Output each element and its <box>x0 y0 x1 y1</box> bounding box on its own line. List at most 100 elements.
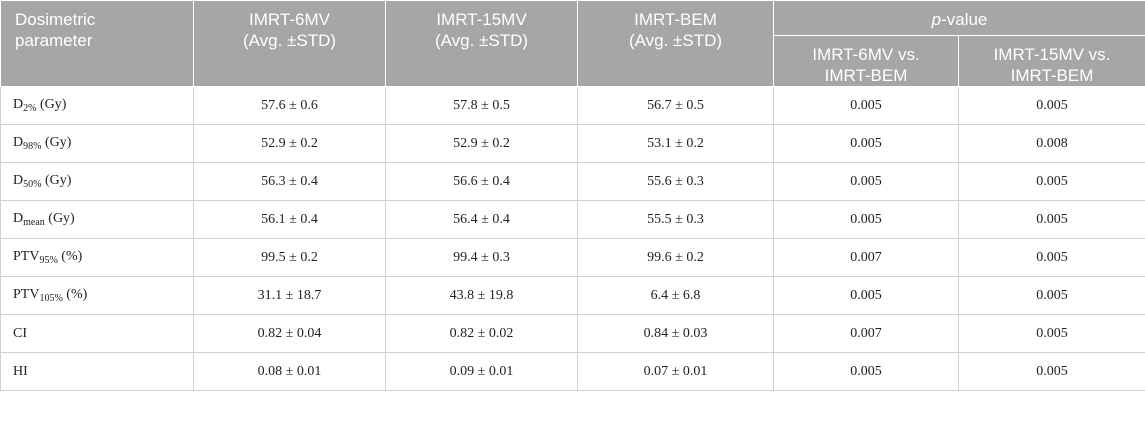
row-label: HI <box>0 352 194 391</box>
table-cell: 57.6 ± 0.6 <box>193 86 386 125</box>
table-row: HI 0.08 ± 0.01 0.09 ± 0.01 0.07 ± 0.01 0.005… <box>0 352 1145 391</box>
label-unit: (%) <box>66 287 88 302</box>
header-row: IMRT-6MV vs. IMRT-BEM IMRT-15MV vs. IMRT-BE… <box>1 35 1145 87</box>
label-base: CI <box>13 325 27 341</box>
table-cell: 0.07 ± 0.01 <box>577 352 774 391</box>
row-label: PTV95% (%) <box>0 238 194 277</box>
table-row: CI 0.82 ± 0.04 0.82 ± 0.02 0.84 ± 0.03 0.007… <box>0 314 1145 353</box>
table-cell: 52.9 ± 0.2 <box>193 124 386 163</box>
row-label: D98% (Gy) <box>0 124 194 163</box>
label-unit: (Gy) <box>44 135 72 150</box>
label-sub: 95% <box>39 255 58 266</box>
table-cell: 56.1 ± 0.4 <box>193 200 386 239</box>
header-line: (Avg. ±STD) <box>628 31 723 50</box>
header-cell: IMRT-6MV vs. IMRT-BEM <box>773 35 959 87</box>
label-sub: 50% <box>23 179 42 190</box>
header-row: Dosimetric parameter IMRT-6MV (Avg. ±STD) IM… <box>0 0 1145 87</box>
header-cell: IMRT-15MV vs. IMRT-BEM <box>958 35 1145 87</box>
table-cell: 0.007 <box>773 238 959 277</box>
table-cell: 0.008 <box>958 124 1145 163</box>
table: Dosimetric parameter IMRT-6MV (Avg. ±STD) IM… <box>0 0 1145 391</box>
table-cell: 0.005 <box>958 238 1145 277</box>
table-cell: 99.5 ± 0.2 <box>193 238 386 277</box>
header-cell: IMRT-6MV (Avg. ±STD) <box>193 0 386 87</box>
label-sub: mean <box>23 217 45 228</box>
header-line: IMRT-15MV <box>436 10 527 29</box>
table-cell: 99.6 ± 0.2 <box>577 238 774 277</box>
label-base: PTV <box>13 249 40 264</box>
label-base: PTV <box>13 287 40 302</box>
table-row: Dmean (Gy) 56.1 ± 0.4 56.4 ± 0.4 55.5 ± 0.3… <box>0 200 1145 239</box>
table-cell: 0.005 <box>958 352 1145 391</box>
row-label: D2% (Gy) <box>0 86 194 125</box>
table-cell: 99.4 ± 0.3 <box>385 238 578 277</box>
table-cell: 56.3 ± 0.4 <box>193 162 386 201</box>
header-cell: p-value <box>773 0 1145 36</box>
label-base: HI <box>13 363 28 379</box>
label-base: D <box>13 135 24 150</box>
table-cell: 0.007 <box>773 314 959 353</box>
label-base: D <box>13 211 24 226</box>
header-line: IMRT-BEM <box>824 66 908 85</box>
table-cell: 0.005 <box>773 200 959 239</box>
header-line: (Avg. ±STD) <box>434 31 529 50</box>
table-cell: 0.005 <box>958 276 1145 315</box>
label-unit: (Gy) <box>39 97 67 112</box>
header-line: IMRT-6MV vs. <box>812 45 920 64</box>
header-line: IMRT-6MV <box>249 10 330 29</box>
row-label: D50% (Gy) <box>0 162 194 201</box>
label-base: D <box>13 173 24 188</box>
table-cell: 0.005 <box>773 276 959 315</box>
header-cell: IMRT-BEM (Avg. ±STD) <box>577 0 774 87</box>
table-cell: 43.8 ± 19.8 <box>385 276 578 315</box>
table-cell: 56.4 ± 0.4 <box>385 200 578 239</box>
table-cell: 55.5 ± 0.3 <box>577 200 774 239</box>
row-label: CI <box>0 314 194 353</box>
table-cell: 0.84 ± 0.03 <box>577 314 774 353</box>
row-label: PTV105% (%) <box>0 276 194 315</box>
header-cell: Dosimetric parameter <box>0 0 194 87</box>
table-cell: 0.82 ± 0.04 <box>193 314 386 353</box>
table-cell: 0.005 <box>773 352 959 391</box>
table-row: D98% (Gy) 52.9 ± 0.2 52.9 ± 0.2 53.1 ± 0.2 0… <box>0 124 1145 163</box>
table-cell: 0.82 ± 0.02 <box>385 314 578 353</box>
header-line: IMRT-BEM <box>634 10 717 29</box>
table-body: D2% (Gy) 57.6 ± 0.6 57.8 ± 0.5 56.7 ± 0.5 0.… <box>0 86 1145 391</box>
label-sub: 105% <box>39 293 63 304</box>
table-cell: 0.005 <box>773 86 959 125</box>
label-sub: 2% <box>23 103 37 114</box>
row-label: Dmean (Gy) <box>0 200 194 239</box>
header-italic: p <box>931 10 942 29</box>
label-unit: (%) <box>61 249 83 264</box>
table-row: D50% (Gy) 56.3 ± 0.4 56.6 ± 0.4 55.6 ± 0.3 0… <box>0 162 1145 201</box>
table-header: Dosimetric parameter IMRT-6MV (Avg. ±STD) IM… <box>0 0 1145 87</box>
table-cell: 0.005 <box>958 200 1145 239</box>
table-cell: 56.7 ± 0.5 <box>577 86 774 125</box>
header-cell: IMRT-15MV (Avg. ±STD) <box>385 0 578 87</box>
label-unit: (Gy) <box>48 211 75 226</box>
table-cell: 0.005 <box>773 162 959 201</box>
table-cell: 52.9 ± 0.2 <box>385 124 578 163</box>
table-row: D2% (Gy) 57.6 ± 0.6 57.8 ± 0.5 56.7 ± 0.5 0.… <box>0 86 1145 125</box>
header-line: Dosimetric <box>15 10 96 29</box>
table-cell: 31.1 ± 18.7 <box>193 276 386 315</box>
header-line: IMRT-15MV vs. <box>993 45 1111 64</box>
table-cell: 56.6 ± 0.4 <box>385 162 578 201</box>
table-cell: 6.4 ± 6.8 <box>577 276 774 315</box>
header-text: -value <box>941 10 988 29</box>
table-cell: 0.005 <box>958 162 1145 201</box>
label-sub: 98% <box>23 141 42 152</box>
header-line: (Avg. ±STD) <box>242 31 337 50</box>
table-cell: 0.005 <box>958 314 1145 353</box>
table-cell: 55.6 ± 0.3 <box>577 162 774 201</box>
table-cell: 0.09 ± 0.01 <box>385 352 578 391</box>
header-line: parameter <box>15 31 93 50</box>
table-cell: 53.1 ± 0.2 <box>577 124 774 163</box>
label-base: D <box>13 97 24 112</box>
table-row: PTV105% (%) 31.1 ± 18.7 43.8 ± 19.8 6.4 ± 6… <box>0 276 1145 315</box>
table-cell: 0.08 ± 0.01 <box>193 352 386 391</box>
table-cell: 57.8 ± 0.5 <box>385 86 578 125</box>
table-cell: 0.005 <box>958 86 1145 125</box>
header-line: IMRT-BEM <box>1010 66 1094 85</box>
label-unit: (Gy) <box>44 173 72 188</box>
